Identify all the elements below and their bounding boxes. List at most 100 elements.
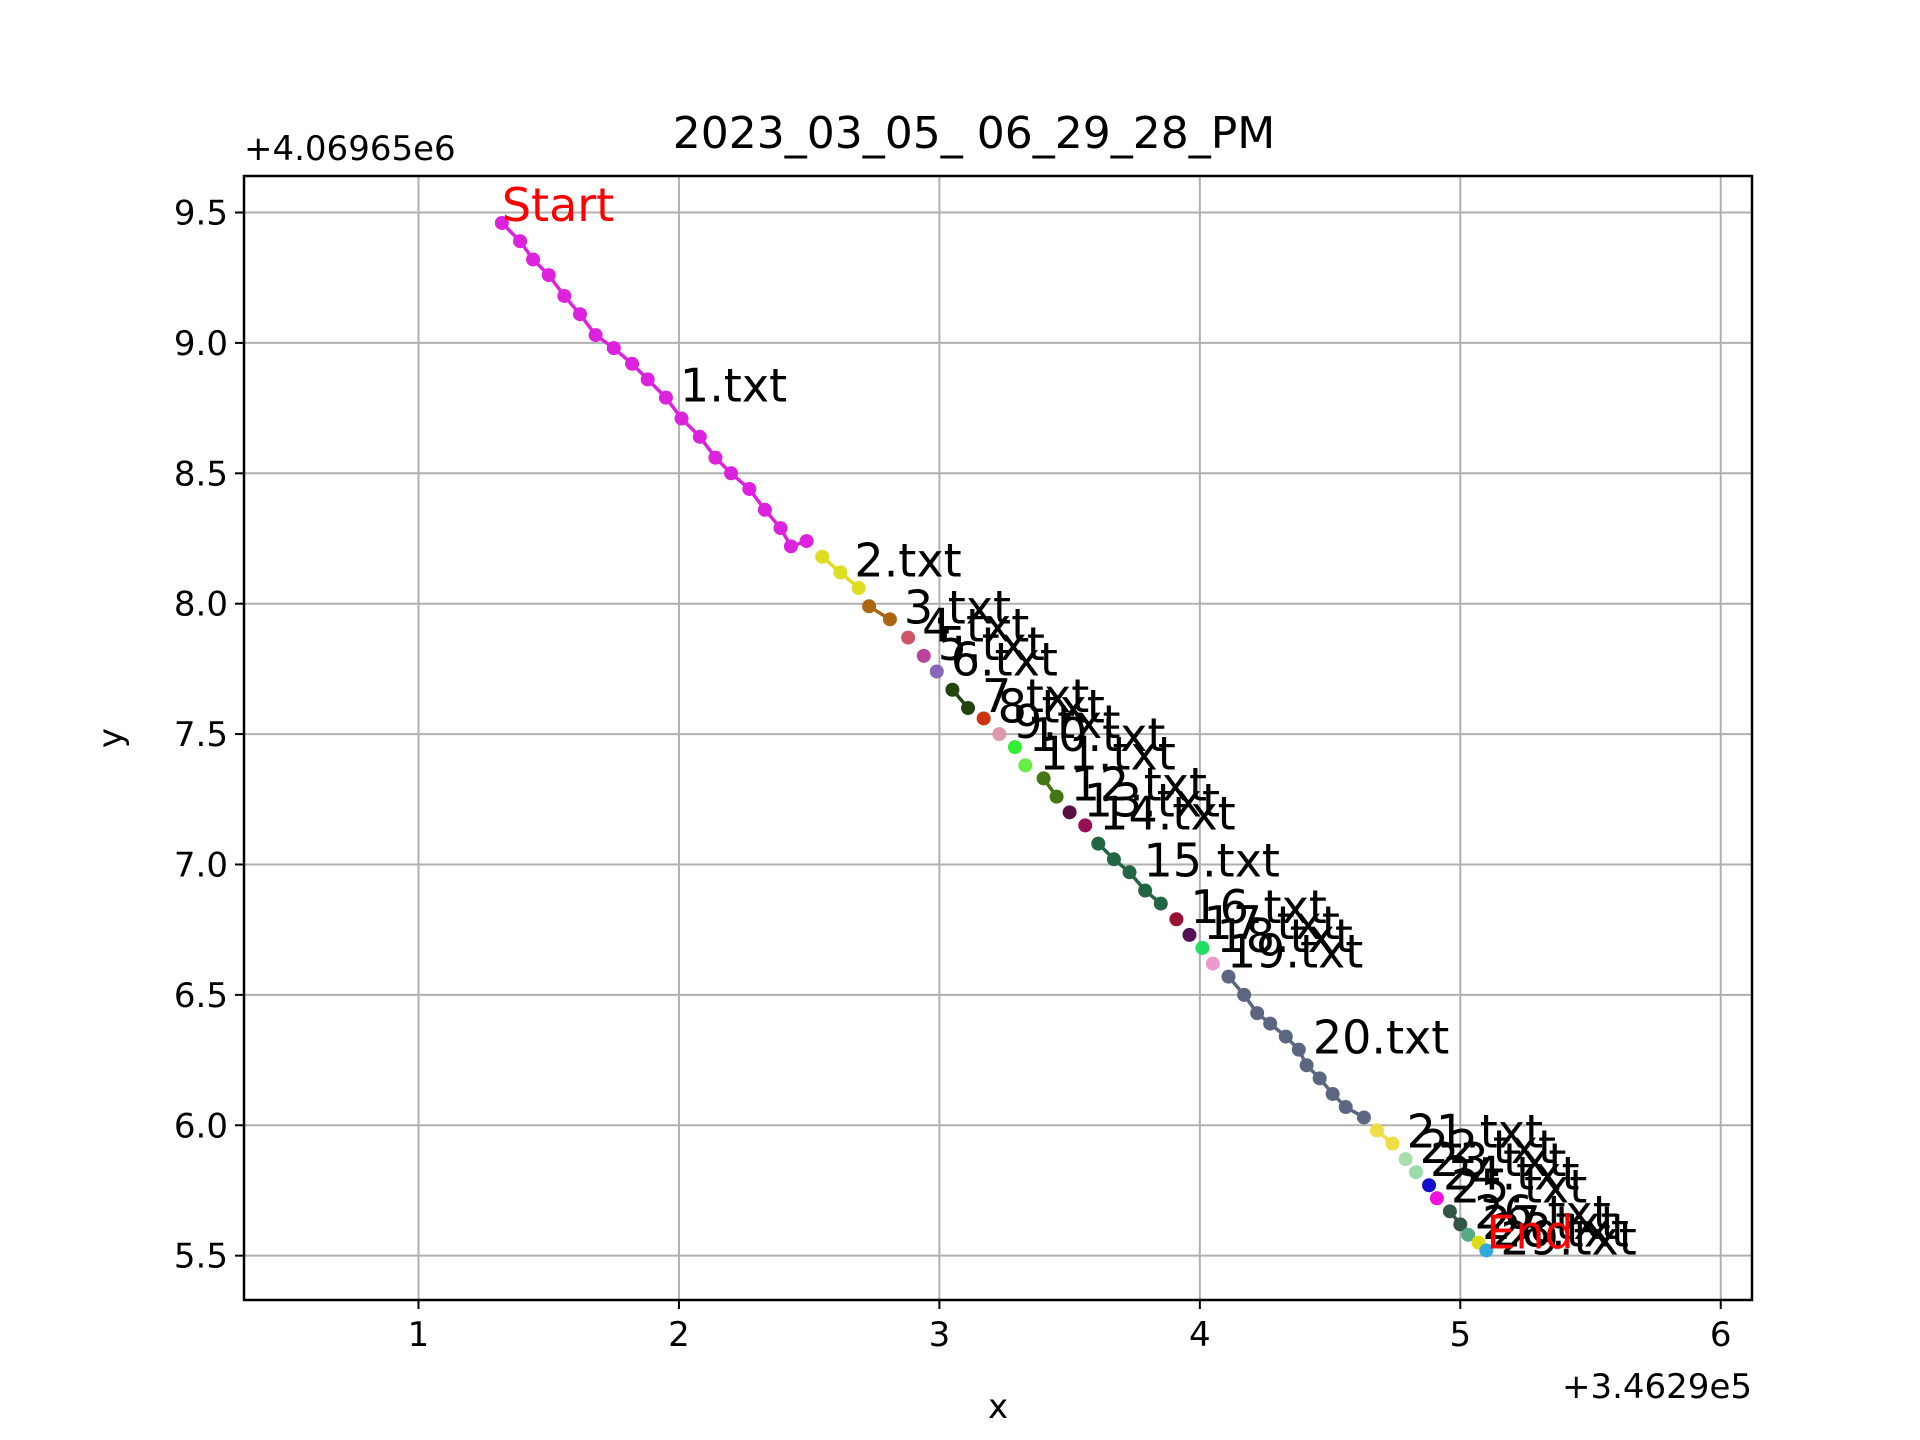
series-1-group	[494, 215, 814, 554]
series-point	[1062, 805, 1077, 820]
series-point	[588, 328, 603, 343]
series-point	[1195, 940, 1210, 955]
series-point	[692, 429, 707, 444]
plot-frame	[242, 174, 1754, 1302]
series-point	[557, 288, 572, 303]
series-point	[1237, 987, 1252, 1002]
y-tick-label: 6.0	[174, 1106, 228, 1146]
segment-label: 2.txt	[854, 533, 961, 587]
series-point	[1461, 1227, 1476, 1242]
y-tick-label: 9.0	[174, 324, 228, 364]
series-point	[1409, 1165, 1424, 1180]
series-point	[1453, 1217, 1468, 1232]
y-tick-label: 8.5	[174, 454, 228, 494]
segment-label: 5.txt	[938, 617, 1045, 671]
series-16-group	[1169, 912, 1184, 927]
segment-labels: 1.txt 2.txt3.txt4.txt5.txt6.txt7.txt8.txt…	[680, 359, 1637, 1266]
series-18-group	[1195, 940, 1210, 955]
series-point	[1138, 883, 1153, 898]
y-tick-label: 8.0	[174, 585, 228, 625]
series-point	[724, 466, 739, 481]
segment-label: 20.txt	[1313, 1011, 1449, 1065]
series-27-group	[1461, 1227, 1476, 1242]
series-9-group	[992, 727, 1007, 742]
series-24-group	[1422, 1178, 1437, 1193]
series-point	[773, 521, 788, 536]
series-point	[541, 268, 556, 283]
series-point	[658, 390, 673, 405]
series-23-group	[1409, 1165, 1424, 1180]
series-2-group	[815, 549, 866, 596]
series-point	[929, 664, 944, 679]
series-point	[992, 727, 1007, 742]
chart-title: 2023_03_05_ 06_29_28_PM	[673, 108, 1275, 159]
series-point	[1291, 1042, 1306, 1057]
series-point	[1422, 1178, 1437, 1193]
x-tick-label: 2	[668, 1315, 690, 1355]
series-point	[1250, 1006, 1265, 1021]
segment-label: 17.txt	[1203, 896, 1339, 950]
series-point	[1049, 789, 1064, 804]
x-offset-label: +3.4629e5	[1562, 1367, 1752, 1407]
series-point	[526, 252, 541, 267]
series-point	[833, 565, 848, 580]
y-tick-label: 9.5	[174, 194, 228, 234]
series-point	[1338, 1100, 1353, 1115]
series-12-group	[1036, 771, 1064, 804]
series-29-group	[1479, 1243, 1494, 1258]
series-25-group	[1429, 1191, 1444, 1206]
x-axis-label: x	[988, 1387, 1008, 1427]
segment-label: 18.txt	[1216, 909, 1352, 963]
segment-label: 1.txt	[680, 359, 787, 413]
series-point	[1278, 1029, 1293, 1044]
segment-label: 23.txt	[1430, 1133, 1566, 1187]
series-point	[783, 539, 798, 554]
series-point	[640, 372, 655, 387]
series-point	[976, 711, 991, 726]
series-point	[1356, 1110, 1371, 1125]
series-point	[1106, 852, 1121, 867]
segment-label: 3.txt	[904, 580, 1011, 634]
series-point	[572, 307, 587, 322]
segment-label: 27.txt	[1482, 1196, 1618, 1250]
end-label: End	[1486, 1205, 1573, 1259]
series-point	[945, 682, 960, 697]
segment-label: 25.txt	[1451, 1159, 1587, 1213]
series-point	[1205, 956, 1220, 971]
y-axis-ticks: 5.5 6.0 6.5 7.0 7.5 8.0 8.5 9.0 9.5	[174, 194, 244, 1277]
series-point	[862, 599, 877, 614]
series-point	[901, 630, 916, 645]
segment-label: 10.txt	[1029, 708, 1165, 762]
series-point	[1018, 758, 1033, 773]
series-point	[1263, 1016, 1278, 1031]
segment-label: 14.txt	[1099, 786, 1235, 840]
segment-label: 22.txt	[1420, 1120, 1556, 1174]
series-point	[1007, 740, 1022, 755]
series-21-group	[1369, 1123, 1400, 1151]
y-offset-label: +4.06965e6	[244, 129, 456, 169]
segment-label: 4.txt	[922, 599, 1029, 653]
start-label: Start	[502, 178, 614, 232]
series-22-group	[1398, 1152, 1413, 1167]
segment-label: 12.txt	[1071, 758, 1207, 812]
series-point	[1369, 1123, 1384, 1138]
series-point	[882, 612, 897, 627]
segment-label: 21.txt	[1407, 1105, 1543, 1159]
series-19-group	[1205, 956, 1220, 971]
series-point	[708, 450, 723, 465]
segment-label: 19.txt	[1227, 925, 1363, 979]
series-point	[1398, 1152, 1413, 1167]
series-point	[1479, 1243, 1494, 1258]
segment-label: 9.txt	[1013, 695, 1120, 749]
segment-label: 15.txt	[1144, 833, 1280, 887]
series-3-group	[862, 599, 897, 627]
segment-label: 8.txt	[998, 679, 1105, 733]
segment-label: 16.txt	[1190, 880, 1326, 934]
series-point	[815, 549, 830, 564]
segment-label: 24.txt	[1443, 1146, 1579, 1200]
series-point	[674, 411, 689, 426]
y-axis-label: y	[91, 728, 131, 748]
series-point	[1078, 818, 1093, 833]
y-tick-label: 7.5	[174, 715, 228, 755]
